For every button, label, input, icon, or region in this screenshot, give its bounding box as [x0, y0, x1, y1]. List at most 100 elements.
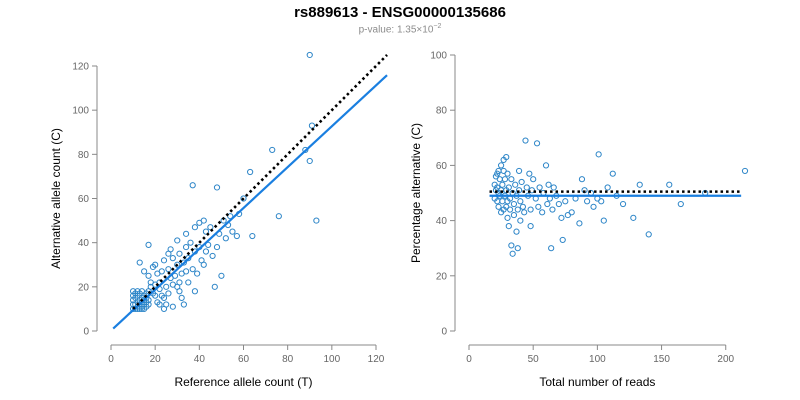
data-point [176, 279, 183, 286]
data-point [517, 198, 524, 205]
data-point [590, 203, 597, 210]
data-point [209, 252, 216, 260]
data-point [233, 232, 240, 240]
data-point [200, 217, 207, 224]
data-point [189, 266, 196, 273]
expected-reference-line [132, 54, 388, 310]
data-point [527, 223, 534, 230]
data-point [576, 220, 583, 227]
percentage-alternative-scatter-panel: 0 50 100 150 200 0 20 40 60 80 100 Total number of … [409, 51, 749, 389]
data-point [163, 283, 170, 290]
data-point [499, 198, 506, 205]
data-point [174, 237, 181, 244]
data-point [169, 303, 176, 310]
x-tick-label: 100 [323, 354, 340, 365]
data-point [509, 250, 516, 257]
y-tick-label: 20 [436, 271, 448, 282]
data-point [191, 224, 199, 231]
data-point [213, 243, 221, 251]
data-point [313, 217, 320, 224]
data-point [505, 223, 512, 230]
data-point [308, 122, 316, 129]
data-point [165, 290, 172, 297]
data-point [562, 198, 569, 205]
data-point [200, 261, 207, 268]
x-tick-label: 100 [589, 354, 606, 365]
data-point [519, 203, 527, 210]
data-point [568, 209, 575, 216]
chart-title: rs889613 - ENSG00000135686 [294, 4, 506, 21]
data-point [515, 167, 523, 175]
data-point [677, 200, 684, 208]
allele-count-scatter-panel: 0 20 40 60 80 100 120 0 20 40 60 80 100 120 Reference … [49, 51, 388, 389]
data-point [306, 157, 313, 165]
data-point [604, 184, 611, 191]
y-tick-label: 20 [78, 282, 90, 293]
data-point [145, 272, 152, 279]
data-point [275, 213, 282, 220]
data-point [160, 294, 168, 301]
data-point [630, 214, 637, 221]
data-point [202, 248, 210, 255]
x-tick-label: 80 [282, 354, 294, 365]
y-tick-label: 120 [72, 62, 89, 73]
x-axis-title: Reference allele count (T) [174, 375, 312, 389]
y-tick-label: 80 [78, 150, 90, 161]
data-point [584, 198, 591, 205]
regression-fit-line [112, 74, 388, 330]
data-point [182, 230, 190, 237]
chart-subtitle: p-value: 1.35×10−2 [0, 23, 800, 35]
data-point [178, 294, 185, 301]
data-point [167, 246, 174, 253]
y-tick-label: 60 [436, 161, 448, 172]
y-tick-label: 60 [78, 194, 90, 205]
data-point [503, 154, 510, 161]
data-point [526, 170, 533, 177]
data-point [145, 296, 152, 304]
data-point [180, 301, 187, 308]
y-tick-label: 40 [78, 238, 90, 249]
data-point [240, 195, 247, 202]
x-tick-label: 0 [108, 354, 114, 365]
data-point [619, 200, 627, 208]
data-point [497, 162, 505, 169]
data-point [549, 206, 556, 213]
data-point [510, 211, 518, 219]
data-point [205, 241, 212, 248]
y-axis-title: Percentage alternative (C) [409, 123, 423, 263]
data-point [194, 270, 201, 277]
data-point [508, 176, 515, 183]
x-tick-label: 150 [653, 354, 670, 365]
data-point [508, 242, 515, 249]
x-tick-label: 50 [528, 354, 540, 365]
data-point [636, 181, 643, 188]
p-value-text: p-value: 1.35×10 [358, 24, 434, 36]
data-point [578, 176, 586, 183]
data-point [499, 181, 506, 188]
data-point [513, 228, 520, 235]
data-point [165, 266, 172, 273]
data-point [539, 209, 546, 216]
p-value-exponent: −2 [433, 23, 442, 30]
data-point [174, 261, 181, 268]
data-point [544, 200, 551, 208]
data-point [496, 176, 503, 183]
data-point [160, 257, 168, 264]
y-axis-title: Alternative allele count (C) [49, 128, 63, 269]
data-point [514, 245, 521, 252]
y-tick-label: 40 [436, 216, 448, 227]
data-point [504, 214, 511, 221]
x-tick-label: 20 [150, 354, 162, 365]
data-point [247, 168, 254, 176]
x-tick-label: 60 [238, 354, 250, 365]
data-point [559, 236, 566, 244]
data-point [213, 184, 221, 191]
data-point [741, 167, 749, 175]
data-point [598, 198, 605, 205]
x-tick-label: 120 [368, 354, 385, 365]
data-point [510, 200, 518, 208]
data-point [533, 140, 541, 147]
data-point [269, 146, 276, 154]
data-point [645, 231, 652, 238]
data-point [595, 151, 602, 158]
